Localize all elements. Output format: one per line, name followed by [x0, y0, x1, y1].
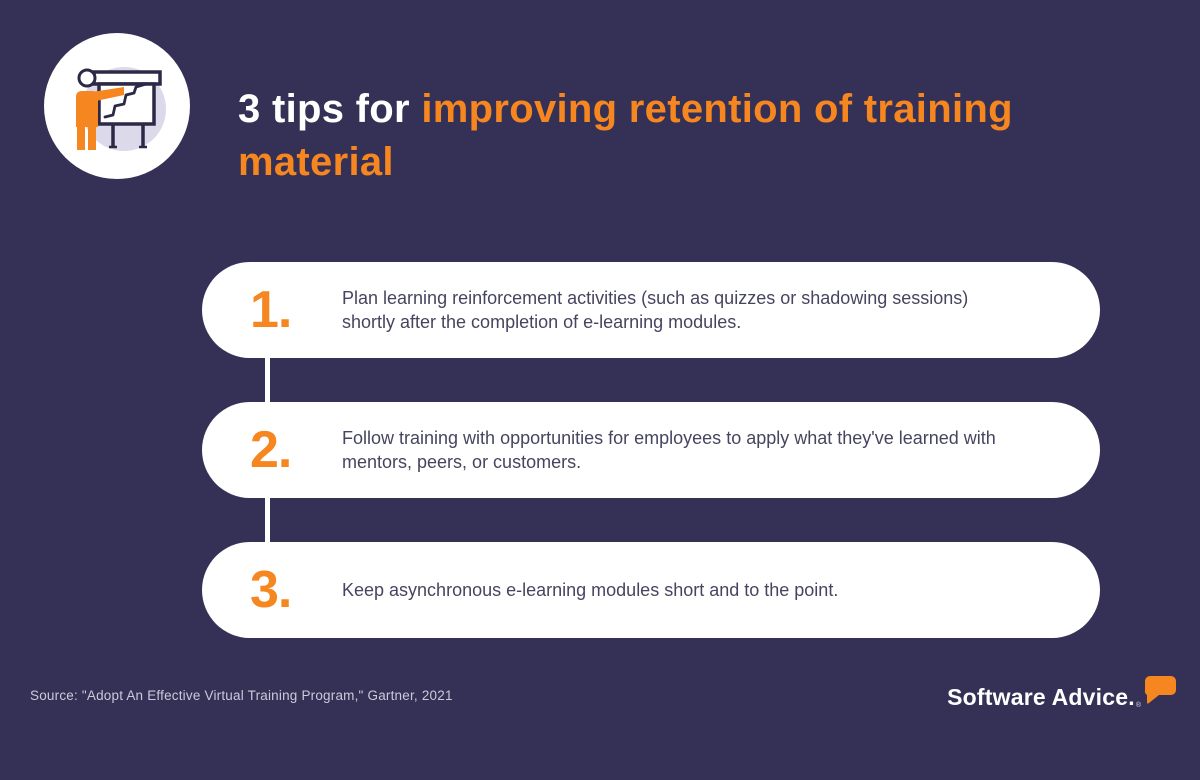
logo-wordmark: Software Advice.	[947, 684, 1135, 710]
presenter-badge	[44, 33, 190, 179]
title-prefix: 3 tips for	[238, 86, 422, 131]
tip-number: 3.	[250, 561, 292, 619]
page-title: 3 tips for improving retention of traini…	[238, 83, 1058, 189]
tip-card: 3. Keep asynchronous e-learning modules …	[202, 542, 1100, 638]
tip-text: Keep asynchronous e-learning modules sho…	[342, 580, 839, 600]
source-text: Source: "Adopt An Effective Virtual Trai…	[30, 688, 453, 703]
speech-bubble-icon	[1144, 676, 1176, 704]
presenter-chart-icon	[76, 67, 166, 151]
tip-text: Plan learning reinforcement activities (…	[342, 288, 969, 332]
connector-line	[265, 496, 270, 544]
tip-text: Follow training with opportunities for e…	[342, 428, 996, 472]
tip-card: 1. Plan learning reinforcement activitie…	[202, 262, 1100, 358]
registered-mark: ®	[1135, 702, 1141, 709]
tip-number: 1.	[250, 281, 292, 339]
tip-number: 2.	[250, 421, 292, 479]
title-highlight: improving retention of training material	[238, 86, 1013, 184]
tip-card: 2. Follow training with opportunities fo…	[202, 402, 1100, 498]
connector-line	[265, 356, 270, 404]
software-advice-logo: Software Advice. ®	[947, 676, 1177, 711]
